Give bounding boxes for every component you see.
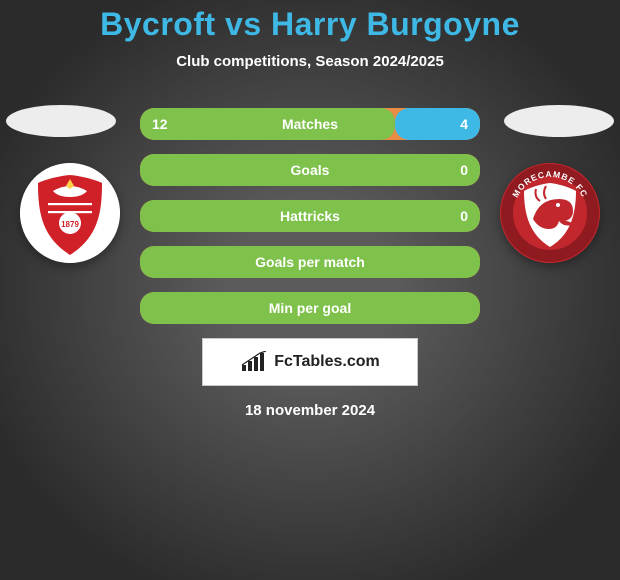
stat-label: Goals per match <box>255 254 365 270</box>
subtitle: Club competitions, Season 2024/2025 <box>0 53 620 70</box>
bar-chart-icon <box>240 351 268 373</box>
morecambe-crest-icon: MORECAMBE FC <box>500 163 600 263</box>
stat-label: Matches <box>282 116 338 132</box>
stat-value-right: 0 <box>460 208 468 224</box>
attribution-box: FcTables.com <box>202 338 418 386</box>
page-title: Bycroft vs Harry Burgoyne <box>0 0 620 43</box>
stat-label: Min per goal <box>269 300 351 316</box>
stat-bar-min-per-goal: Min per goal <box>140 292 480 324</box>
stat-bars: 12 Matches 4 Goals 0 Hattricks 0 Goals p… <box>140 108 480 324</box>
crest-right: MORECAMBE FC <box>500 163 600 263</box>
stat-fill-left <box>140 108 395 140</box>
stat-label: Goals <box>291 162 330 178</box>
stat-bar-goals-per-match: Goals per match <box>140 246 480 278</box>
stat-bar-goals: Goals 0 <box>140 154 480 186</box>
stat-label: Hattricks <box>280 208 340 224</box>
stat-value-right: 0 <box>460 162 468 178</box>
platform-left <box>6 105 116 137</box>
stat-bar-matches: 12 Matches 4 <box>140 108 480 140</box>
swindon-crest-icon: 1879 <box>20 163 120 263</box>
platform-right <box>504 105 614 137</box>
svg-text:1879: 1879 <box>61 220 79 229</box>
comparison-main: 1879 MORECAMBE FC <box>0 108 620 419</box>
stat-value-right: 4 <box>460 116 468 132</box>
crest-left: 1879 <box>20 163 120 263</box>
stat-bar-hattricks: Hattricks 0 <box>140 200 480 232</box>
date-text: 18 november 2024 <box>0 402 620 419</box>
attribution-text: FcTables.com <box>274 353 380 371</box>
stat-value-left: 12 <box>152 116 168 132</box>
